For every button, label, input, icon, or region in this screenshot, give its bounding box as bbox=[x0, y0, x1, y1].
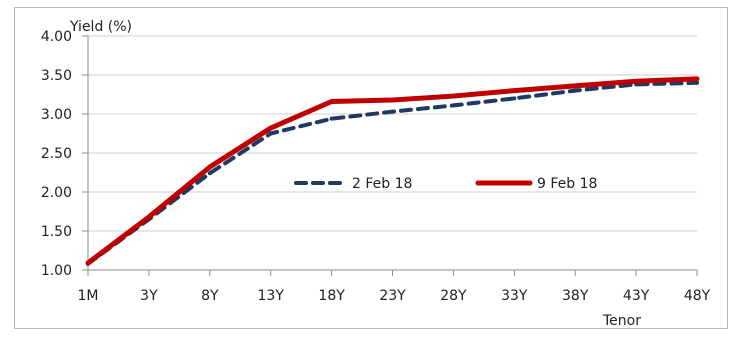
x-tick-label: 13Y bbox=[258, 288, 285, 304]
x-tick-label: 18Y bbox=[318, 288, 345, 304]
y-tick-label: 2.50 bbox=[41, 146, 72, 162]
y-tick-label: 3.00 bbox=[41, 107, 72, 123]
legend-label-1: 9 Feb 18 bbox=[537, 176, 597, 192]
x-tick-label: 1M bbox=[78, 288, 99, 304]
x-axis-title: Tenor bbox=[602, 313, 641, 329]
series-0-point-5 bbox=[390, 109, 395, 114]
series-line-1 bbox=[85, 76, 700, 266]
x-tick-label: 23Y bbox=[379, 288, 406, 304]
series-1-point-7 bbox=[512, 88, 517, 93]
x-tick-label: 3Y bbox=[140, 288, 158, 304]
axes: 1.00 1.50 2.00 2.50 3.00 3.50 4.00 1M 3Y 8Y 13Y 18Y… bbox=[41, 29, 711, 304]
series-0-point-2 bbox=[207, 171, 212, 176]
x-tick-label: 48Y bbox=[684, 288, 711, 304]
y-tick-label: 1.50 bbox=[41, 224, 72, 240]
y-axis-title: Yield (%) bbox=[69, 19, 132, 35]
series-0-point-7 bbox=[512, 96, 517, 101]
y-tick-label: 3.50 bbox=[41, 68, 72, 84]
series-0-point-10 bbox=[695, 80, 699, 85]
series-0-point-4 bbox=[329, 116, 334, 121]
chart-frame bbox=[14, 7, 728, 329]
series-1-point-2 bbox=[207, 165, 212, 170]
legend: 2 Feb 18 9 Feb 18 bbox=[294, 176, 597, 192]
series-1-point-8 bbox=[573, 83, 578, 88]
x-tick-label: 43Y bbox=[623, 288, 650, 304]
series-0-point-6 bbox=[451, 103, 456, 108]
series-1-point-0 bbox=[86, 260, 90, 265]
y-tick-label: 1.00 bbox=[41, 263, 72, 279]
series-1-point-3 bbox=[268, 126, 273, 131]
y-tick-label: 4.00 bbox=[41, 29, 72, 45]
series-1-point-1 bbox=[146, 214, 151, 219]
series-0-point-3 bbox=[268, 131, 273, 136]
series-1-point-4 bbox=[329, 99, 334, 104]
series-0-point-8 bbox=[573, 88, 578, 93]
series-1-point-10 bbox=[695, 76, 699, 81]
x-tick-label: 33Y bbox=[501, 288, 528, 304]
series-1-point-9 bbox=[634, 79, 639, 84]
x-tick-label: 28Y bbox=[440, 288, 467, 304]
x-tick-label: 38Y bbox=[562, 288, 589, 304]
series-1-point-5 bbox=[390, 97, 395, 102]
series-lines bbox=[85, 76, 700, 266]
x-tick-label: 8Y bbox=[201, 288, 219, 304]
gridlines bbox=[88, 35, 697, 271]
series-1-point-6 bbox=[451, 94, 456, 99]
legend-label-0: 2 Feb 18 bbox=[352, 176, 412, 192]
y-tick-label: 2.00 bbox=[41, 185, 72, 201]
